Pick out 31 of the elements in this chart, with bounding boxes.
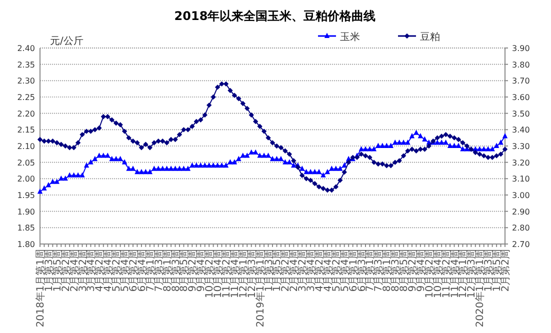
y-tick-label: 1.95 [17, 191, 35, 200]
y2-tick-label: 3.20 [512, 158, 530, 168]
x-tick-label: 2月第2周 [500, 249, 512, 292]
y2-tick-label: 2.80 [512, 224, 530, 233]
y-tick-label: 2.40 [17, 44, 35, 53]
y2-tick-label: 2.70 [512, 240, 530, 249]
y2-tick-label: 3.60 [512, 93, 530, 102]
y2-tick-label: 3.80 [512, 60, 530, 70]
y2-tick-label: 3.90 [512, 44, 530, 53]
y2-tick-label: 3.00 [512, 191, 530, 200]
legend-label: 玉米 [340, 31, 360, 43]
y-tick-label: 2.25 [17, 93, 35, 102]
y-tick-label: 2.20 [17, 109, 35, 118]
y-tick-label: 1.85 [17, 224, 35, 233]
y2-tick-label: 3.50 [512, 109, 530, 118]
y-tick-label: 1.80 [17, 240, 35, 249]
chart-title: 2018年以来全国玉米、豆粕价格曲线 [174, 9, 376, 23]
y2-tick-label: 3.70 [512, 76, 530, 86]
y2-tick-label: 3.30 [512, 142, 530, 151]
y-tick-label: 2.30 [17, 76, 35, 86]
y2-tick-label: 3.10 [512, 174, 530, 184]
y-tick-label: 2.15 [17, 126, 35, 135]
y-tick-label: 1.90 [17, 207, 35, 216]
y2-tick-label: 3.40 [512, 126, 530, 135]
y-tick-label: 2.05 [17, 158, 35, 168]
y-tick-label: 2.35 [17, 60, 35, 70]
y-tick-label: 2.00 [17, 174, 35, 184]
legend-label: 豆粕 [420, 32, 440, 43]
y-tick-label: 2.10 [17, 142, 35, 151]
y-axis-title: 元/公斤 [50, 35, 84, 47]
y2-tick-label: 2.90 [512, 207, 530, 216]
